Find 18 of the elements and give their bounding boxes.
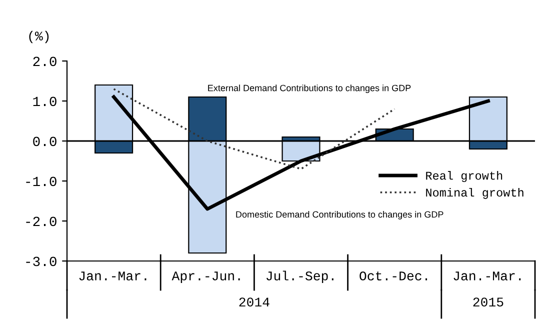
y-tick-label: 1.0: [33, 96, 56, 106]
y-tick-label: 0.0: [33, 136, 56, 146]
y-tick-label: 2.0: [33, 56, 56, 66]
text: 2015: [473, 298, 504, 307]
x-tick-label: Jan.-Mar.: [454, 272, 521, 280]
x-tick-label: Jan.-Mar.: [79, 272, 146, 280]
y-tick-label: -3.0: [26, 256, 56, 266]
x-tick-label: Jul.-Sep.: [266, 270, 334, 284]
legend-label: Real growth: [426, 171, 502, 182]
y-axis-title: (%): [29, 30, 49, 44]
legend-label: Nominal growth: [426, 188, 524, 199]
text: 2014: [239, 298, 270, 307]
x-tick-label: Oct.-Dec.: [360, 271, 428, 280]
y-tick-label: -2.0: [26, 216, 56, 226]
y-tick-label: -1.0: [26, 176, 56, 186]
series-label: Domestic Demand Contributions to changes in GDP: [236, 211, 444, 220]
x-tick-label: Apr.-Jun.: [172, 272, 240, 284]
series-label: External Demand Contributions to changes in GDP: [208, 84, 411, 93]
